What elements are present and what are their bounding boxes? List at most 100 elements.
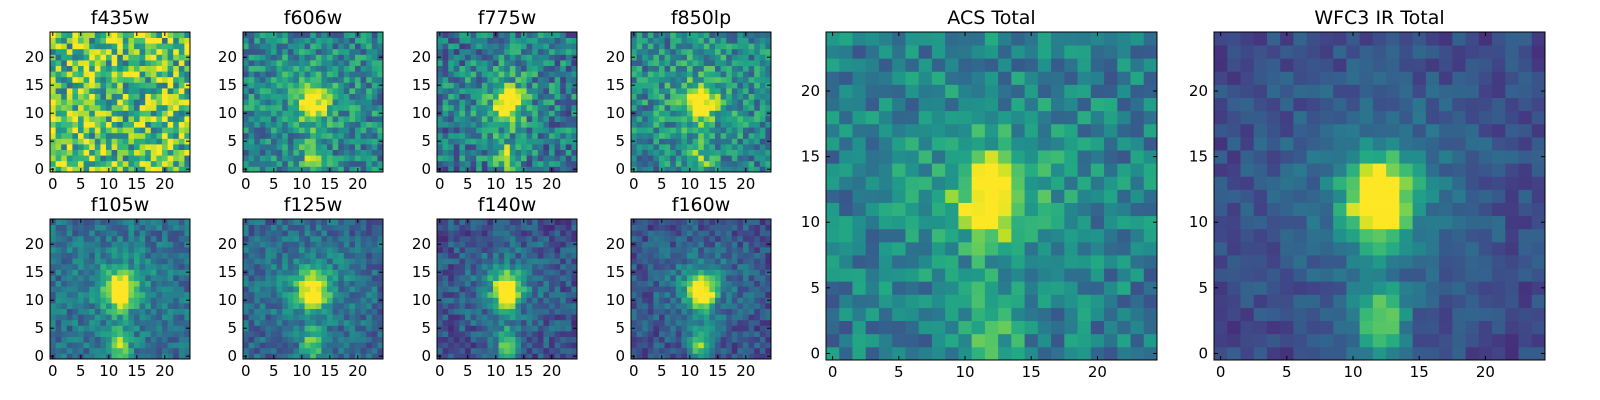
heatmap-cell <box>78 37 84 44</box>
heatmap-cell <box>310 286 317 293</box>
heatmap-cell <box>167 166 174 173</box>
heatmap-cell <box>254 76 261 83</box>
heatmap-cell <box>754 110 761 117</box>
heatmap-cell <box>692 99 699 106</box>
heatmap-cell <box>122 160 129 167</box>
heatmap-cell <box>89 127 96 134</box>
x-tick-label: 5 <box>463 362 473 380</box>
heatmap-cell <box>327 308 333 315</box>
heatmap-cell <box>543 347 550 354</box>
heatmap-cell <box>631 336 637 343</box>
heatmap-cell <box>681 155 688 162</box>
heatmap-cell <box>743 82 749 89</box>
heatmap-cell <box>731 82 738 89</box>
heatmap-cell <box>498 353 505 360</box>
heatmap-cell <box>55 269 62 276</box>
heatmap-cell <box>343 263 350 270</box>
heatmap-cell <box>122 258 129 265</box>
heatmap-cell <box>565 275 572 281</box>
heatmap-cell <box>754 303 761 309</box>
heatmap-cell <box>571 88 578 94</box>
heatmap-cell <box>55 149 62 156</box>
heatmap-cell <box>282 127 289 134</box>
heatmap-cell <box>117 269 124 276</box>
heatmap-cell <box>265 342 272 349</box>
heatmap-cell <box>83 48 90 55</box>
heatmap-cell <box>726 110 733 117</box>
heatmap-cell <box>642 286 649 293</box>
heatmap-cell <box>765 319 772 326</box>
heatmap-cell <box>89 275 96 281</box>
heatmap-cell <box>549 104 555 111</box>
heatmap-cell <box>55 280 62 287</box>
heatmap-cell <box>156 308 163 315</box>
heatmap-cell <box>349 82 356 89</box>
heatmap-cell <box>343 82 350 89</box>
heatmap-cell <box>453 314 460 321</box>
heatmap-cell <box>321 104 328 111</box>
heatmap-cell <box>498 110 505 117</box>
heatmap-cell <box>287 110 294 117</box>
heatmap-cell <box>560 65 567 72</box>
heatmap-cell <box>293 325 300 332</box>
heatmap-cell <box>664 336 671 343</box>
heatmap-cell <box>178 319 185 326</box>
heatmap-cell <box>299 138 305 145</box>
heatmap-cell <box>162 308 168 315</box>
heatmap-cell <box>122 275 129 281</box>
heatmap-cell <box>487 336 494 343</box>
heatmap-cell <box>476 353 483 360</box>
heatmap-cell <box>549 336 555 343</box>
heatmap-cell <box>167 104 174 111</box>
heatmap-cell <box>321 258 328 265</box>
heatmap-cell <box>139 297 146 304</box>
heatmap-cell <box>687 93 693 100</box>
heatmap-cell <box>293 65 300 72</box>
heatmap-cell <box>560 342 567 349</box>
heatmap-cell <box>184 247 191 253</box>
heatmap-cell <box>122 138 129 145</box>
heatmap-cell <box>715 116 721 122</box>
heatmap-cell <box>698 116 705 122</box>
heatmap-cell <box>167 60 174 66</box>
heatmap-cell <box>526 241 533 248</box>
heatmap-cell <box>549 331 555 337</box>
heatmap-cell <box>150 235 157 242</box>
heatmap-cell <box>509 138 516 145</box>
heatmap-cell <box>83 336 90 343</box>
heatmap-cell <box>698 132 705 139</box>
heatmap-cell <box>748 88 755 94</box>
heatmap-cell <box>442 144 449 150</box>
heatmap-cell <box>664 353 671 360</box>
heatmap-cell <box>293 116 300 122</box>
heatmap-cell <box>100 297 107 304</box>
heatmap-cell <box>549 155 555 162</box>
heatmap-cell <box>748 144 755 150</box>
heatmap-cell <box>470 104 477 111</box>
heatmap-cell <box>66 48 73 55</box>
heatmap-cell <box>748 297 755 304</box>
heatmap-cell <box>465 37 471 44</box>
heatmap-cell <box>692 60 699 66</box>
heatmap-cell <box>470 286 477 293</box>
heatmap-cell <box>304 132 311 139</box>
heatmap-cell <box>642 269 649 276</box>
heatmap-cell <box>726 54 733 61</box>
heatmap-cell <box>360 286 367 293</box>
heatmap-cell <box>145 121 152 128</box>
heatmap-cell <box>498 138 505 145</box>
heatmap-cell <box>162 325 168 332</box>
heatmap-cell <box>243 144 249 150</box>
heatmap-cell <box>287 54 294 61</box>
heatmap-cell <box>173 252 180 259</box>
heatmap-cell <box>106 297 112 304</box>
heatmap-cell <box>310 247 317 253</box>
heatmap-cell <box>265 166 272 173</box>
heatmap-cell <box>134 269 140 276</box>
heatmap-cell <box>299 43 305 50</box>
heatmap-cell <box>653 319 660 326</box>
heatmap-cell <box>715 342 721 349</box>
heatmap-cell <box>150 149 157 156</box>
heatmap-cell <box>254 258 261 265</box>
heatmap-cell <box>642 160 649 167</box>
